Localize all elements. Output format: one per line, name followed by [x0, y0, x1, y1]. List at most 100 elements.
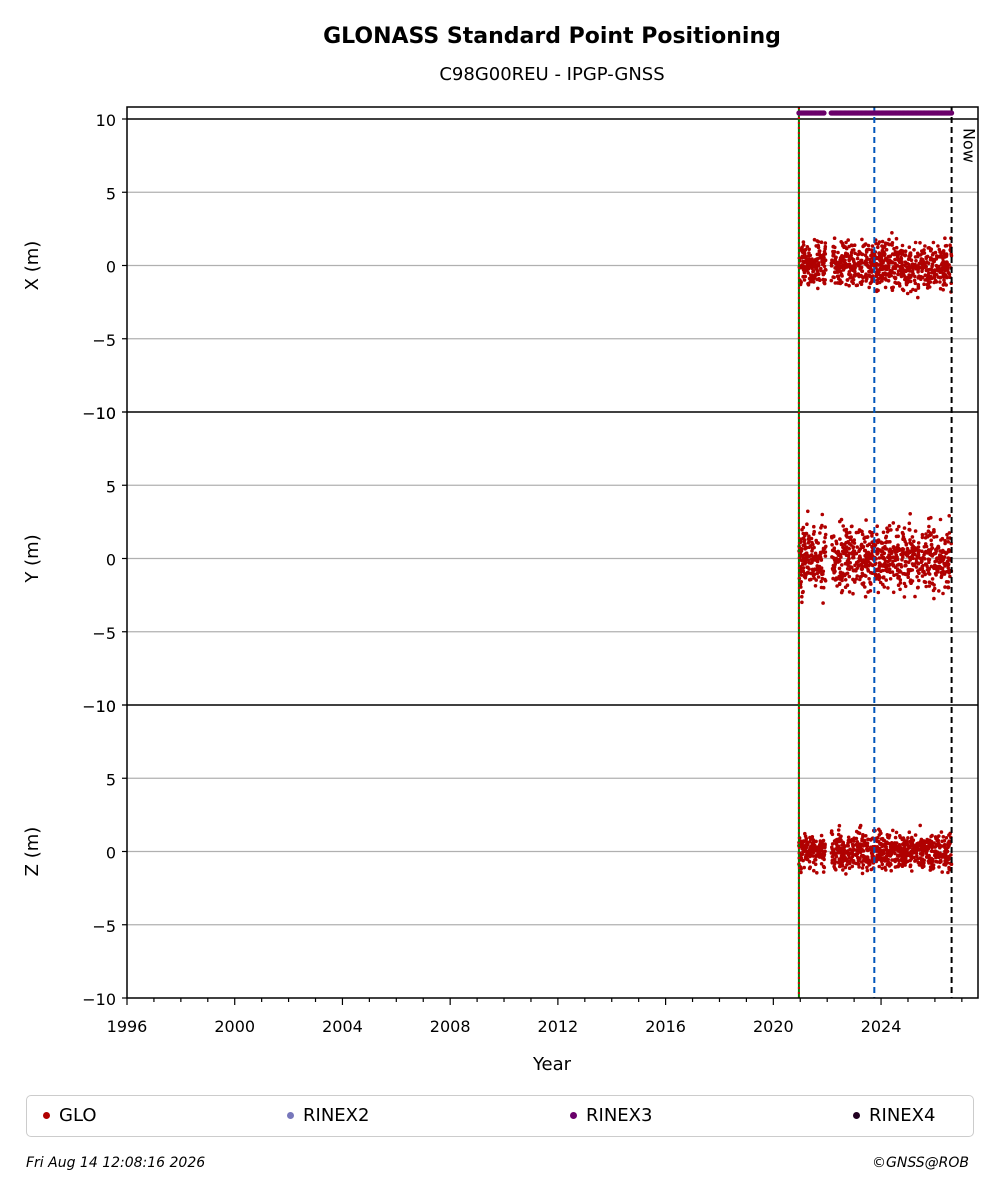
- data-point: [933, 566, 938, 571]
- data-point: [920, 549, 924, 554]
- data-point: [910, 535, 915, 539]
- data-point: [946, 540, 950, 544]
- data-point: [860, 842, 864, 847]
- data-point: [932, 586, 937, 591]
- data-point: [868, 580, 872, 585]
- data-point: [865, 535, 870, 539]
- data-point: [941, 288, 945, 292]
- data-point: [897, 260, 902, 265]
- data-point: [893, 261, 897, 266]
- data-point: [896, 853, 900, 857]
- data-point: [923, 536, 928, 540]
- data-point: [923, 562, 928, 566]
- data-point: [912, 248, 916, 252]
- data-point: [894, 236, 899, 241]
- data-point: [838, 519, 842, 524]
- data-point: [943, 260, 948, 265]
- data-point: [920, 857, 925, 861]
- data-point: [855, 840, 860, 844]
- data-point: [879, 837, 884, 841]
- data-point: [944, 836, 949, 840]
- data-point: [807, 251, 811, 255]
- data-point: [932, 528, 936, 532]
- legend-marker-rinex2: [287, 1112, 294, 1119]
- data-point: [893, 842, 898, 847]
- rinex3-availability-mark: [949, 110, 955, 116]
- data-point: [876, 590, 881, 595]
- data-point: [924, 264, 928, 269]
- data-point: [908, 854, 912, 858]
- data-point: [945, 532, 949, 537]
- data-point: [849, 253, 853, 258]
- data-point: [897, 862, 901, 866]
- data-point: [805, 852, 809, 856]
- data-point: [897, 524, 901, 529]
- x-tick-label: 2008: [430, 1017, 471, 1036]
- data-point: [939, 262, 944, 267]
- data-point: [867, 285, 871, 290]
- data-point: [906, 575, 910, 579]
- data-point: [891, 545, 896, 549]
- data-point: [908, 538, 912, 542]
- data-point: [933, 571, 938, 576]
- data-point: [920, 559, 924, 563]
- legend-label-rinex4: RINEX4: [869, 1105, 936, 1126]
- data-point: [810, 836, 814, 840]
- data-point: [899, 273, 904, 278]
- data-point: [861, 858, 866, 863]
- data-point: [801, 525, 806, 530]
- data-point: [886, 528, 891, 532]
- data-point: [922, 861, 926, 865]
- data-point: [818, 855, 822, 859]
- data-point: [850, 837, 854, 842]
- data-point: [860, 866, 865, 870]
- data-point: [942, 252, 947, 257]
- data-point: [927, 271, 931, 275]
- data-point: [820, 576, 825, 581]
- data-point: [911, 556, 915, 561]
- data-point: [937, 855, 941, 860]
- data-point: [841, 258, 846, 262]
- data-point: [888, 570, 892, 574]
- data-point: [887, 523, 892, 528]
- data-point: [929, 515, 933, 520]
- data-point: [877, 270, 881, 275]
- data-point: [822, 865, 827, 870]
- data-point: [882, 838, 887, 843]
- data-point: [859, 574, 863, 579]
- data-point: [882, 253, 887, 257]
- data-point: [820, 523, 824, 528]
- data-point: [819, 557, 823, 562]
- data-point: [862, 573, 867, 578]
- data-point: [813, 858, 818, 862]
- data-point: [838, 278, 842, 283]
- data-point: [833, 560, 837, 564]
- data-point: [870, 251, 874, 255]
- data-point: [799, 547, 804, 551]
- data-point: [868, 530, 872, 534]
- data-point: [925, 567, 930, 572]
- data-point: [818, 839, 823, 843]
- data-point: [916, 283, 921, 287]
- data-point: [847, 556, 851, 561]
- data-point: [944, 861, 949, 866]
- data-point: [832, 839, 837, 843]
- data-point: [811, 849, 816, 854]
- data-point: [863, 585, 867, 589]
- data-point: [810, 841, 815, 846]
- x-axis-label: Year: [532, 1054, 572, 1075]
- data-point: [864, 262, 868, 267]
- data-point: [945, 559, 950, 564]
- data-point: [888, 842, 893, 846]
- data-point: [939, 538, 943, 542]
- data-point: [866, 265, 870, 269]
- data-point: [916, 286, 921, 290]
- data-point: [878, 829, 882, 833]
- data-point: [859, 258, 864, 263]
- data-point: [887, 567, 892, 571]
- data-point: [851, 555, 856, 560]
- data-point: [893, 276, 897, 280]
- y-tick-label: 10: [96, 697, 116, 716]
- data-point: [906, 567, 911, 572]
- data-point: [927, 246, 931, 250]
